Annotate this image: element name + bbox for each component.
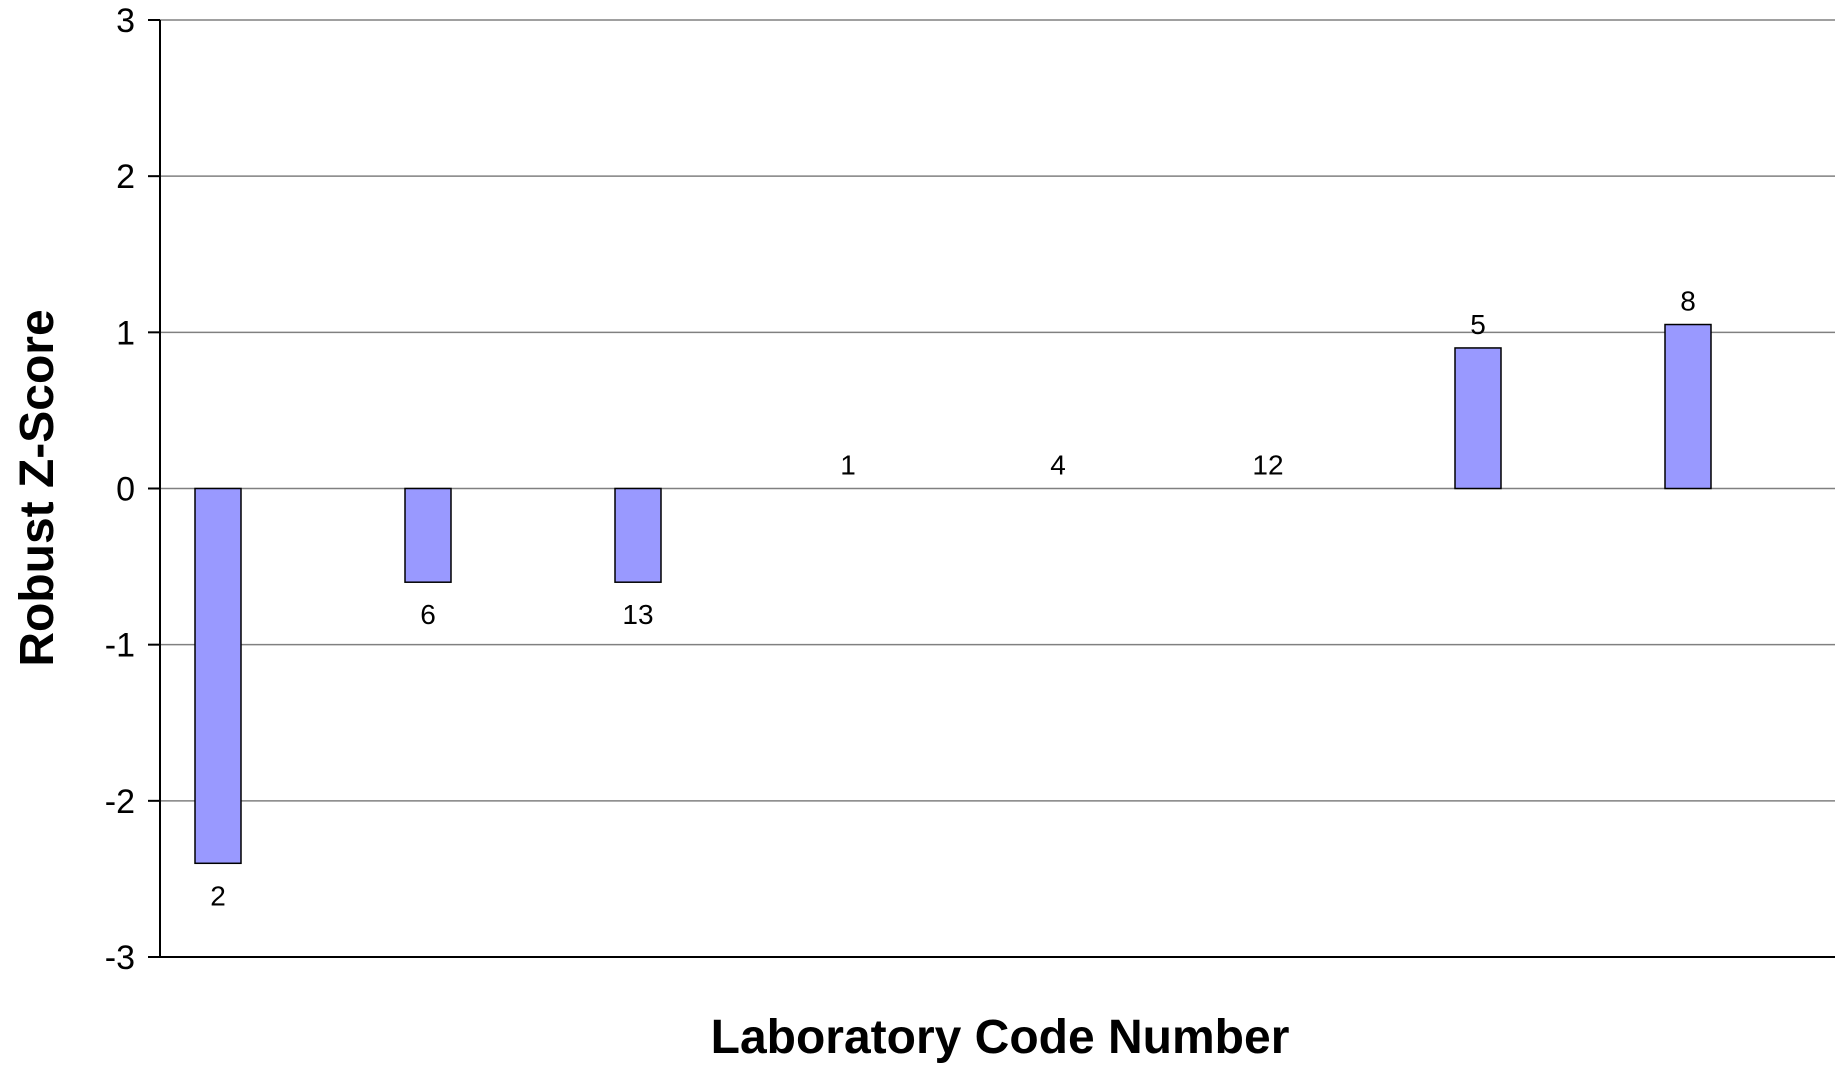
y-axis-title: Robust Z-Score <box>11 309 64 666</box>
bar-lab-2 <box>194 487 242 865</box>
bars <box>194 323 1712 865</box>
axes: 3 2 1 0 -1 -2 -3 <box>105 2 1835 977</box>
bar-label-2: 2 <box>210 880 226 911</box>
y-tick-label: -2 <box>105 783 135 821</box>
bar-lab-8 <box>1664 323 1712 490</box>
y-tick-label: 0 <box>116 471 135 509</box>
bar-label-4: 4 <box>1050 450 1066 481</box>
bar-label-1: 1 <box>840 450 856 481</box>
y-tick-label: -3 <box>105 939 135 977</box>
y-tick-label: 2 <box>116 158 135 196</box>
gridlines <box>160 19 1835 802</box>
bar-lab-6 <box>404 487 452 583</box>
bar-label-8: 8 <box>1680 286 1696 317</box>
x-axis-title: Laboratory Code Number <box>711 1011 1290 1064</box>
bar-label-6: 6 <box>420 599 436 630</box>
bar-lab-13 <box>614 487 662 583</box>
bar-lab-5 <box>1454 347 1502 490</box>
y-tick-label: 1 <box>116 314 135 352</box>
bar-label-13: 13 <box>622 599 653 630</box>
bar-labels: 2 6 13 1 4 12 5 8 <box>210 286 1696 912</box>
y-tick-label: 3 <box>116 2 135 40</box>
bar-label-5: 5 <box>1470 309 1486 340</box>
bar-label-12: 12 <box>1252 450 1283 481</box>
y-tick-label: -1 <box>105 627 135 665</box>
